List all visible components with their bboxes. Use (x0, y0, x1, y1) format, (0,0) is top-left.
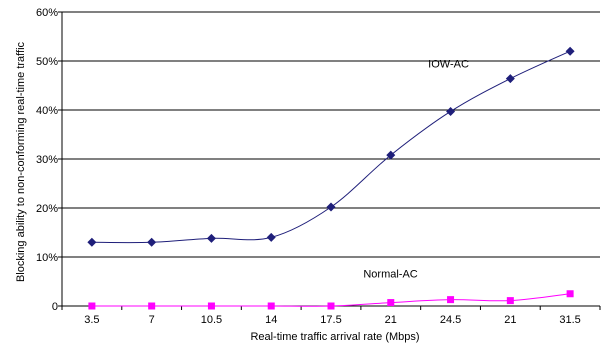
x-tick-label: 17.5 (320, 314, 341, 326)
series-label: IOW-AC (428, 58, 469, 70)
x-tick-label: 7 (149, 314, 155, 326)
data-point (386, 150, 396, 160)
x-tick-label: 14 (265, 314, 277, 326)
x-tick-label: 31.5 (559, 314, 580, 326)
data-point (88, 302, 96, 310)
y-tick-labels: 0 10% 20% 30% 40% 50% 60% (36, 7, 58, 313)
y-tick-label: 10% (36, 252, 58, 264)
data-point (505, 74, 515, 84)
data-point (147, 237, 157, 247)
x-tick-labels: 3.5 7 10.5 14 17.5 21 24.5 21 31.5 (84, 314, 581, 326)
y-tick-label: 40% (36, 105, 58, 117)
data-point (267, 302, 275, 310)
data-point (506, 297, 514, 305)
x-tick-label: 21 (385, 314, 397, 326)
series-layer (87, 46, 575, 310)
data-point (447, 296, 455, 304)
x-tick-label: 21 (504, 314, 516, 326)
data-point (87, 237, 97, 247)
data-point (565, 46, 575, 56)
gridlines (62, 11, 600, 258)
x-tick-label: 10.5 (201, 314, 222, 326)
y-tick-label: 50% (36, 56, 58, 68)
data-point (148, 302, 156, 310)
data-point (326, 202, 336, 212)
series-label: Normal-AC (363, 269, 417, 281)
y-axis-title: Blocking ability to non-conforming real-… (15, 41, 27, 282)
x-tick-label: 3.5 (84, 314, 99, 326)
data-point (566, 290, 574, 298)
y-tick-label: 30% (36, 154, 58, 166)
data-point (446, 106, 456, 116)
data-point (387, 299, 395, 307)
x-tick-label: 24.5 (440, 314, 461, 326)
series-labels: IOW-AC Normal-AC (363, 58, 469, 280)
data-point (207, 302, 215, 310)
y-tick-label: 60% (36, 7, 58, 19)
data-point (206, 233, 216, 243)
data-point (327, 302, 335, 310)
axes (58, 11, 601, 310)
series-line-iow-ac (91, 50, 571, 244)
data-point (266, 232, 276, 242)
y-tick-label: 0 (52, 301, 58, 313)
y-tick-label: 20% (36, 203, 58, 215)
x-axis-title: Real-time traffic arrival rate (Mbps) (250, 331, 419, 343)
